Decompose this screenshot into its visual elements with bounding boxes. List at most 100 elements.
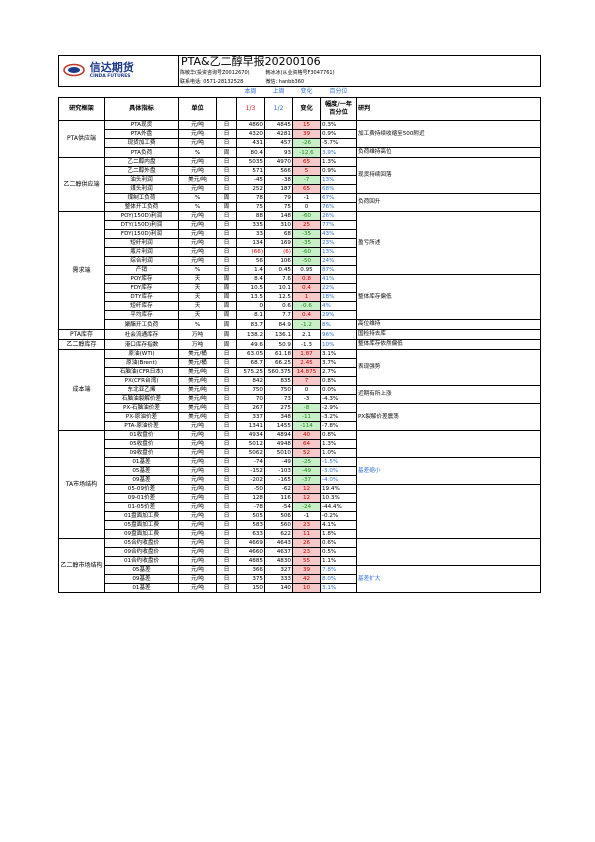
value-today-cell: -74 bbox=[236, 457, 265, 467]
value-last-cell: 348 bbox=[264, 412, 293, 422]
table-row: 煤制工负荷% 周 78 79 -1 67% 负荷回升 bbox=[59, 193, 542, 212]
indicator-cell: 01合约收盘价 bbox=[104, 556, 179, 566]
value-last-cell: 50.9 bbox=[264, 339, 293, 350]
value-last-cell: 4281 bbox=[264, 129, 293, 139]
table-row: 油头利润 美元/吨日 -45 -38 -7 13% bbox=[59, 175, 541, 185]
percentile-cell: -5.7% bbox=[320, 138, 357, 148]
table-row: 成本端 原油(WTI) 美元/桶日 63.05 61.18 1.87 3.1% 表现强势 bbox=[58, 349, 542, 431]
analyst-2: 韩冰冰(从业资格号F3047761) bbox=[264, 68, 542, 78]
frequency-cell: 日 bbox=[216, 367, 237, 377]
frequency-cell: 日 bbox=[216, 138, 237, 148]
table-row: POY库存天周 8.4 7.6 0.8 41% 整体库存偏低 bbox=[59, 274, 542, 320]
category-cell: 成本端 bbox=[58, 349, 105, 431]
frequency-cell: 日 bbox=[216, 556, 237, 566]
indicator-cell: 原油(WTI) bbox=[104, 349, 179, 359]
contact-phone: 联系电话: 0571-28132528 bbox=[178, 77, 265, 88]
frequency-cell: 周 bbox=[216, 329, 237, 340]
change-cell: 39 bbox=[292, 565, 321, 575]
unit-cell: 元/吨 bbox=[178, 421, 217, 431]
change-cell: -35 bbox=[292, 238, 321, 248]
unit-cell: 元/吨 bbox=[178, 439, 217, 449]
value-last-cell: -165 bbox=[264, 475, 293, 485]
percentile-cell: 3.1% bbox=[320, 349, 357, 359]
value-last-cell: 275 bbox=[264, 403, 293, 413]
value-last-cell: 4643 bbox=[264, 538, 293, 548]
value-last-cell: 93 bbox=[264, 147, 293, 158]
percentile-cell: 0.9% bbox=[320, 129, 357, 139]
percentile-cell: 3.1% bbox=[320, 583, 357, 593]
indicator-cell: 原油(Brent) bbox=[104, 358, 179, 368]
value-last-cell: 169 bbox=[264, 238, 293, 248]
value-last-cell: 566 bbox=[264, 166, 293, 176]
judgement-cell: 整体库存偏低 bbox=[355, 274, 542, 320]
unit-cell: 元/吨 bbox=[178, 556, 217, 566]
table-row: 01基差 元/吨日 150 140 10 3.1% bbox=[59, 583, 541, 593]
table-row: 瓶片利润 元/吨日 (66) (6) -60 13% bbox=[59, 247, 541, 257]
change-cell: 15 bbox=[292, 120, 321, 130]
value-today-cell: 335 bbox=[236, 220, 265, 230]
value-last-cell: 4830 bbox=[264, 556, 293, 566]
category-cell: PTA库存 bbox=[58, 329, 105, 340]
indicator-cell: 平均库存 bbox=[104, 310, 179, 320]
table-row: 短纤利润 元/吨日 134 169 -35 23% bbox=[59, 238, 541, 248]
table-row: 乙二醇供应端 乙二醇内盘 元/吨日 5035 4970 65 1.3% 现货持续回落 bbox=[58, 157, 542, 212]
unit-cell: 美元/桶 bbox=[178, 349, 217, 359]
value-today-cell: 75 bbox=[236, 202, 265, 212]
percentile-cell: 19.4% bbox=[320, 484, 357, 494]
value-today-cell: 431 bbox=[236, 138, 265, 148]
change-cell: -1 bbox=[292, 511, 321, 521]
value-today-cell: (66) bbox=[236, 247, 265, 257]
frequency-cell: 日 bbox=[216, 211, 237, 221]
percentile-cell: 3.7% bbox=[320, 358, 357, 368]
judgement-cell: 盈亏所述 bbox=[355, 211, 542, 275]
analyst-1: 陈敏华(投资咨询号Z0012670) bbox=[178, 68, 265, 78]
frequency-cell: 周 bbox=[216, 310, 237, 320]
indicator-cell: 01收盘价 bbox=[104, 430, 179, 440]
value-today-cell: 4669 bbox=[236, 538, 265, 548]
table-row: 05基差 元/吨日 -152 -103 -49 -3.0% bbox=[59, 466, 541, 476]
table-row: PTA供应端 PTA现货 元/吨日 4860 4845 15 0.3% 加工费持续收缩至500… bbox=[58, 120, 542, 158]
unit-cell: % bbox=[178, 193, 217, 203]
percentile-cell: -4.3% bbox=[320, 394, 357, 404]
value-last-cell: 4948 bbox=[264, 439, 293, 449]
col-change: 变化 bbox=[292, 97, 321, 121]
value-today-cell: 49.6 bbox=[236, 339, 265, 350]
value-today-cell: 5035 bbox=[236, 157, 265, 167]
table-row: 05基差 元/吨日 366 327 39 7.8% 基差扩大 bbox=[59, 565, 542, 593]
unit-cell: 元/吨 bbox=[178, 430, 217, 440]
judgement-cell: 表现强势 bbox=[355, 349, 542, 386]
unit-cell: 元/吨 bbox=[178, 211, 217, 221]
unit-cell: 美元/吨 bbox=[178, 385, 217, 395]
frequency-cell: 日 bbox=[216, 430, 237, 440]
col-judge: 研判 bbox=[355, 97, 542, 121]
percentile-cell: 0.0% bbox=[320, 385, 357, 395]
unit-cell: 元/吨 bbox=[178, 502, 217, 512]
frequency-cell: 日 bbox=[216, 520, 237, 530]
percentile-cell: 18% bbox=[320, 292, 357, 302]
percentile-cell: 10.3% bbox=[320, 493, 357, 503]
judgement-cell bbox=[355, 484, 542, 539]
value-last-cell: 5010 bbox=[264, 448, 293, 458]
percentile-cell: 1.1% bbox=[320, 556, 357, 566]
change-cell: 26 bbox=[292, 538, 321, 548]
indicator-cell: 09合约收盘价 bbox=[104, 547, 179, 557]
value-today-cell: 252 bbox=[236, 184, 265, 194]
unit-cell: % bbox=[178, 319, 217, 330]
value-today-cell: 70 bbox=[236, 394, 265, 404]
table-row: 需求端 POY(150D)利润 元/吨日 88 148 -60 26% 盈亏所述 bbox=[58, 211, 542, 330]
company-en: CINDA FUTURES bbox=[89, 74, 131, 79]
change-cell: 0.95 bbox=[292, 265, 321, 275]
unit-cell: 元/吨 bbox=[178, 565, 217, 575]
unit-cell: 元/吨 bbox=[178, 574, 217, 584]
frequency-cell: 日 bbox=[216, 448, 237, 458]
change-cell: 1.87 bbox=[292, 349, 321, 359]
unit-cell: 元/吨 bbox=[178, 511, 217, 521]
value-today-cell: 4934 bbox=[236, 430, 265, 440]
value-today-cell: 63.05 bbox=[236, 349, 265, 359]
value-today-cell: -202 bbox=[236, 475, 265, 485]
change-cell: 52 bbox=[292, 448, 321, 458]
unit-cell: 元/吨 bbox=[178, 138, 217, 148]
percentile-cell: 10% bbox=[320, 339, 357, 350]
unit-cell: 元/吨 bbox=[178, 493, 217, 503]
frequency-cell: 日 bbox=[216, 466, 237, 476]
